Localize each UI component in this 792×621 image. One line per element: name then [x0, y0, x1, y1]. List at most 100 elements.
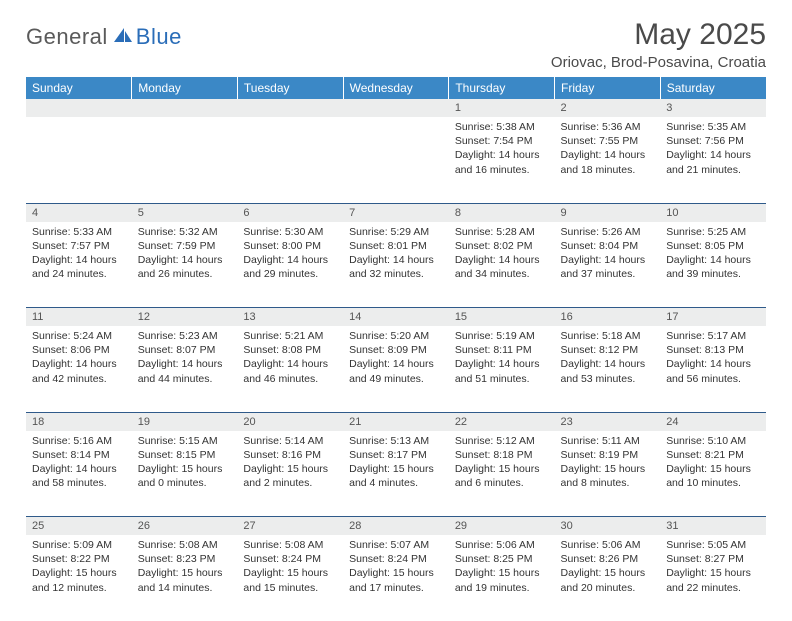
day-detail-line: Sunrise: 5:36 AM [561, 120, 655, 134]
day-cell: Sunrise: 5:10 AMSunset: 8:21 PMDaylight:… [660, 431, 766, 517]
day-detail-line: Sunset: 8:12 PM [561, 343, 655, 357]
content-row: Sunrise: 5:38 AMSunset: 7:54 PMDaylight:… [26, 117, 766, 203]
day-detail-line: and 37 minutes. [561, 267, 655, 281]
day-detail-line: and 12 minutes. [32, 581, 126, 595]
day-detail-line: Sunset: 8:09 PM [349, 343, 443, 357]
weekday-header: Wednesday [343, 77, 449, 99]
day-detail-line: and 0 minutes. [138, 476, 232, 490]
weekday-header: Thursday [449, 77, 555, 99]
day-detail-line: Daylight: 15 hours [349, 566, 443, 580]
day-cell [237, 117, 343, 203]
day-detail-line: and 4 minutes. [349, 476, 443, 490]
day-number: 23 [555, 412, 661, 431]
day-detail-line: Sunset: 8:25 PM [455, 552, 549, 566]
day-detail-line: Sunset: 8:08 PM [243, 343, 337, 357]
day-detail-line: Sunset: 8:24 PM [243, 552, 337, 566]
day-detail-line: and 26 minutes. [138, 267, 232, 281]
month-title: May 2025 [551, 18, 766, 52]
day-detail-line: and 46 minutes. [243, 372, 337, 386]
day-detail-line: Sunrise: 5:35 AM [666, 120, 760, 134]
day-detail-line: Sunset: 8:26 PM [561, 552, 655, 566]
day-detail-line: Daylight: 14 hours [32, 357, 126, 371]
day-number: 15 [449, 308, 555, 327]
day-number: 31 [660, 517, 766, 536]
day-detail-line: and 56 minutes. [666, 372, 760, 386]
day-number: 24 [660, 412, 766, 431]
day-detail-line: Sunset: 8:13 PM [666, 343, 760, 357]
day-detail-line: Sunrise: 5:23 AM [138, 329, 232, 343]
weekday-header: Monday [132, 77, 238, 99]
day-number: 25 [26, 517, 132, 536]
day-cell [132, 117, 238, 203]
day-cell: Sunrise: 5:06 AMSunset: 8:26 PMDaylight:… [555, 535, 661, 621]
day-cell: Sunrise: 5:08 AMSunset: 8:24 PMDaylight:… [237, 535, 343, 621]
day-detail-line: Sunrise: 5:30 AM [243, 225, 337, 239]
day-cell: Sunrise: 5:21 AMSunset: 8:08 PMDaylight:… [237, 326, 343, 412]
day-detail-line: Daylight: 14 hours [666, 357, 760, 371]
day-detail-line: Daylight: 14 hours [561, 253, 655, 267]
day-cell: Sunrise: 5:30 AMSunset: 8:00 PMDaylight:… [237, 222, 343, 308]
day-cell: Sunrise: 5:32 AMSunset: 7:59 PMDaylight:… [132, 222, 238, 308]
day-detail-line: and 29 minutes. [243, 267, 337, 281]
day-detail-line: Daylight: 14 hours [32, 462, 126, 476]
day-detail-line: and 17 minutes. [349, 581, 443, 595]
day-cell: Sunrise: 5:11 AMSunset: 8:19 PMDaylight:… [555, 431, 661, 517]
day-number: 27 [237, 517, 343, 536]
day-detail-line: Sunrise: 5:18 AM [561, 329, 655, 343]
daynum-row: 25262728293031 [26, 517, 766, 536]
day-detail-line: Sunset: 8:23 PM [138, 552, 232, 566]
day-detail-line: Daylight: 14 hours [561, 357, 655, 371]
day-detail-line: Daylight: 15 hours [455, 566, 549, 580]
day-detail-line: Sunrise: 5:10 AM [666, 434, 760, 448]
day-detail-line: Sunset: 8:04 PM [561, 239, 655, 253]
day-detail-line: Sunrise: 5:15 AM [138, 434, 232, 448]
daynum-row: 11121314151617 [26, 308, 766, 327]
day-detail-line: Daylight: 15 hours [349, 462, 443, 476]
day-number: 28 [343, 517, 449, 536]
day-cell: Sunrise: 5:19 AMSunset: 8:11 PMDaylight:… [449, 326, 555, 412]
day-cell: Sunrise: 5:16 AMSunset: 8:14 PMDaylight:… [26, 431, 132, 517]
day-detail-line: Sunrise: 5:05 AM [666, 538, 760, 552]
day-detail-line: Sunrise: 5:28 AM [455, 225, 549, 239]
day-detail-line: Sunset: 7:55 PM [561, 134, 655, 148]
day-number: 8 [449, 203, 555, 222]
day-detail-line: Daylight: 15 hours [666, 566, 760, 580]
content-row: Sunrise: 5:33 AMSunset: 7:57 PMDaylight:… [26, 222, 766, 308]
logo: General Blue [26, 24, 182, 50]
content-row: Sunrise: 5:09 AMSunset: 8:22 PMDaylight:… [26, 535, 766, 621]
day-detail-line: Daylight: 14 hours [455, 253, 549, 267]
day-number: 9 [555, 203, 661, 222]
day-detail-line: Sunrise: 5:14 AM [243, 434, 337, 448]
day-cell: Sunrise: 5:20 AMSunset: 8:09 PMDaylight:… [343, 326, 449, 412]
day-detail-line: Sunset: 8:00 PM [243, 239, 337, 253]
day-detail-line: and 34 minutes. [455, 267, 549, 281]
day-detail-line: Sunrise: 5:13 AM [349, 434, 443, 448]
day-detail-line: Daylight: 14 hours [561, 148, 655, 162]
day-cell: Sunrise: 5:24 AMSunset: 8:06 PMDaylight:… [26, 326, 132, 412]
day-detail-line: Sunrise: 5:08 AM [243, 538, 337, 552]
day-cell: Sunrise: 5:25 AMSunset: 8:05 PMDaylight:… [660, 222, 766, 308]
day-detail-line: Daylight: 15 hours [666, 462, 760, 476]
day-detail-line: Sunset: 8:05 PM [666, 239, 760, 253]
day-number: 5 [132, 203, 238, 222]
day-detail-line: Daylight: 14 hours [243, 357, 337, 371]
day-detail-line: Sunset: 8:14 PM [32, 448, 126, 462]
day-number: 30 [555, 517, 661, 536]
content-row: Sunrise: 5:16 AMSunset: 8:14 PMDaylight:… [26, 431, 766, 517]
day-detail-line: and 18 minutes. [561, 163, 655, 177]
day-detail-line: Sunrise: 5:24 AM [32, 329, 126, 343]
title-block: May 2025 Oriovac, Brod-Posavina, Croatia [551, 18, 766, 71]
day-detail-line: and 21 minutes. [666, 163, 760, 177]
day-detail-line: Sunrise: 5:29 AM [349, 225, 443, 239]
day-cell: Sunrise: 5:12 AMSunset: 8:18 PMDaylight:… [449, 431, 555, 517]
day-number [132, 99, 238, 117]
day-number [343, 99, 449, 117]
day-detail-line: Sunset: 8:15 PM [138, 448, 232, 462]
day-number: 21 [343, 412, 449, 431]
day-number: 4 [26, 203, 132, 222]
day-number: 6 [237, 203, 343, 222]
day-detail-line: Daylight: 15 hours [455, 462, 549, 476]
weekday-header: Tuesday [237, 77, 343, 99]
day-detail-line: Sunrise: 5:17 AM [666, 329, 760, 343]
day-detail-line: Sunset: 8:18 PM [455, 448, 549, 462]
